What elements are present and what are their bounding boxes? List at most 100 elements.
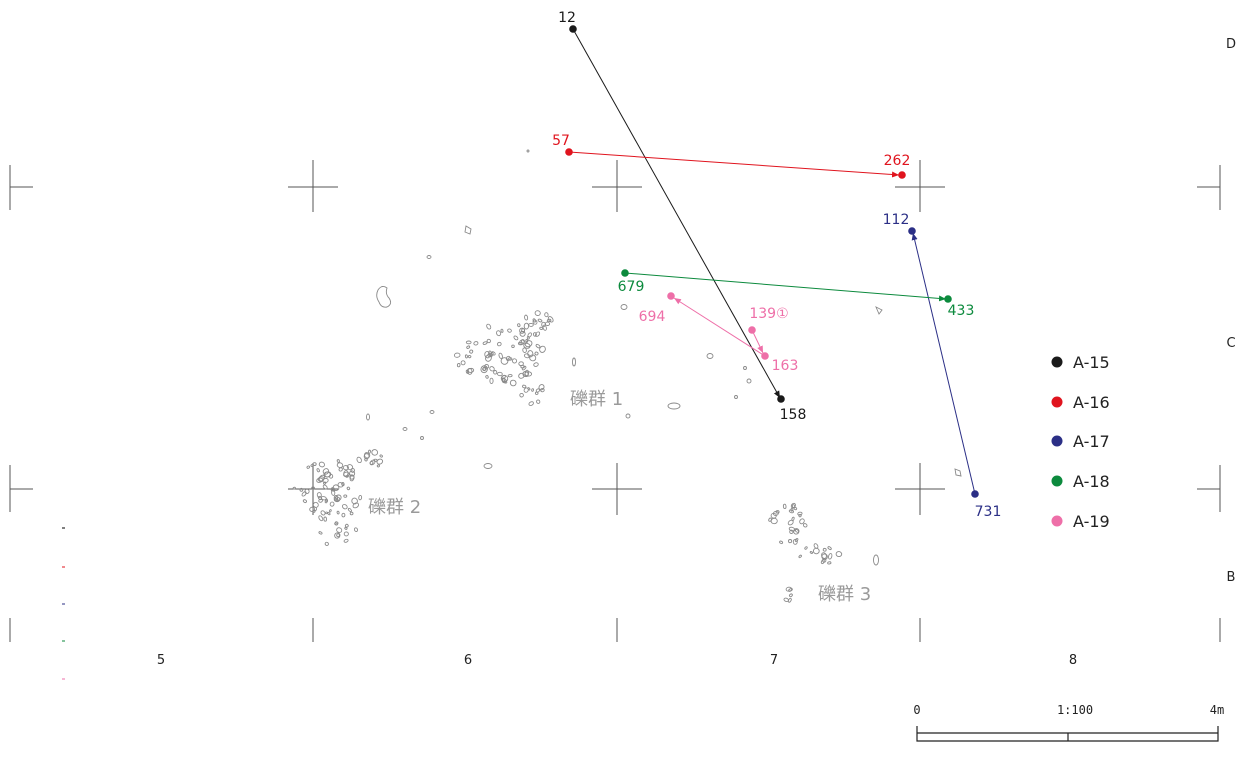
legend-item-a15: A-15 <box>1051 353 1110 372</box>
stone <box>546 318 552 323</box>
stone <box>518 372 525 379</box>
stone <box>311 486 315 490</box>
stone <box>337 482 344 488</box>
stone <box>770 517 778 525</box>
grid-cross <box>895 160 945 212</box>
stone <box>341 504 348 510</box>
scale-bar-graphic <box>916 726 1219 742</box>
stone <box>352 502 360 509</box>
legend-swatch <box>1051 356 1063 368</box>
grid-cross <box>1197 165 1221 210</box>
stone <box>534 391 539 395</box>
stone <box>316 492 322 498</box>
stone <box>336 527 343 533</box>
grid-labels: 5 6 7 8 D C B <box>157 37 1236 668</box>
stone <box>547 316 554 323</box>
stone <box>788 509 794 514</box>
stone <box>535 343 541 349</box>
stone <box>519 392 524 398</box>
stone <box>322 484 328 490</box>
scale-bar: 0 1:100 4m <box>913 703 1224 742</box>
stone <box>511 344 515 348</box>
stone <box>465 340 472 345</box>
stone <box>534 351 539 356</box>
stone <box>539 345 546 353</box>
legend-swatch <box>1051 435 1063 447</box>
refit-point-262 <box>898 171 906 179</box>
stone <box>312 506 317 512</box>
stone <box>292 486 296 490</box>
stone <box>804 546 808 550</box>
stone <box>343 494 348 498</box>
stone <box>327 512 331 516</box>
stone <box>496 341 502 347</box>
refit-label-12: 12 <box>558 10 576 26</box>
stone <box>532 319 538 325</box>
stone <box>379 454 383 458</box>
stone <box>511 358 518 364</box>
refit-a16: 57 262 <box>552 133 910 179</box>
stone <box>465 369 470 374</box>
stone <box>783 597 789 602</box>
stone <box>519 339 525 345</box>
stone <box>366 413 370 421</box>
col-label-5: 5 <box>157 653 165 668</box>
refit-label-731: 731 <box>975 504 1002 520</box>
stone <box>521 328 526 333</box>
refit-point-679 <box>621 269 629 277</box>
stone <box>544 321 551 326</box>
stone <box>329 501 335 507</box>
stone <box>799 518 805 525</box>
stone <box>493 370 498 375</box>
stone <box>794 538 799 542</box>
stone <box>480 365 488 374</box>
refit-point-158 <box>777 395 785 403</box>
edge-marks <box>62 527 65 680</box>
stone <box>402 427 408 431</box>
stone <box>536 399 541 404</box>
stone <box>779 540 784 544</box>
stone <box>324 499 328 504</box>
stone <box>333 496 341 503</box>
stone <box>363 453 370 460</box>
stone <box>827 561 832 565</box>
stone <box>518 361 524 367</box>
stone <box>775 510 780 514</box>
stone <box>521 365 527 371</box>
refit-line-a15 <box>572 28 781 399</box>
refit-line-a19a <box>673 297 766 357</box>
stone <box>353 527 359 532</box>
stone <box>537 318 543 323</box>
refit-point-112 <box>908 227 916 235</box>
stone <box>793 528 800 535</box>
refit-a18: 679 433 <box>618 269 975 319</box>
stone <box>323 481 327 485</box>
stone <box>507 374 513 378</box>
stone <box>347 507 352 513</box>
stone <box>788 539 793 544</box>
stone <box>734 395 738 399</box>
col-label-6: 6 <box>464 653 472 668</box>
stone <box>827 546 832 550</box>
stone <box>318 474 326 482</box>
legend-label: A-16 <box>1073 393 1110 412</box>
stone <box>822 558 827 563</box>
stone <box>498 352 503 359</box>
legend-swatch <box>1051 396 1063 408</box>
refit-label-158: 158 <box>780 407 807 423</box>
stone <box>533 362 539 367</box>
refit-label-433: 433 <box>948 303 975 319</box>
stone <box>336 533 340 538</box>
stone <box>525 339 529 343</box>
refit-point-139 <box>748 326 756 334</box>
stone <box>527 332 532 338</box>
stone <box>743 366 747 370</box>
stone <box>376 285 392 308</box>
stone <box>320 510 326 516</box>
stone <box>324 541 329 546</box>
stone <box>507 328 512 333</box>
stone <box>316 468 320 473</box>
stone <box>336 462 344 469</box>
stone <box>331 489 336 496</box>
